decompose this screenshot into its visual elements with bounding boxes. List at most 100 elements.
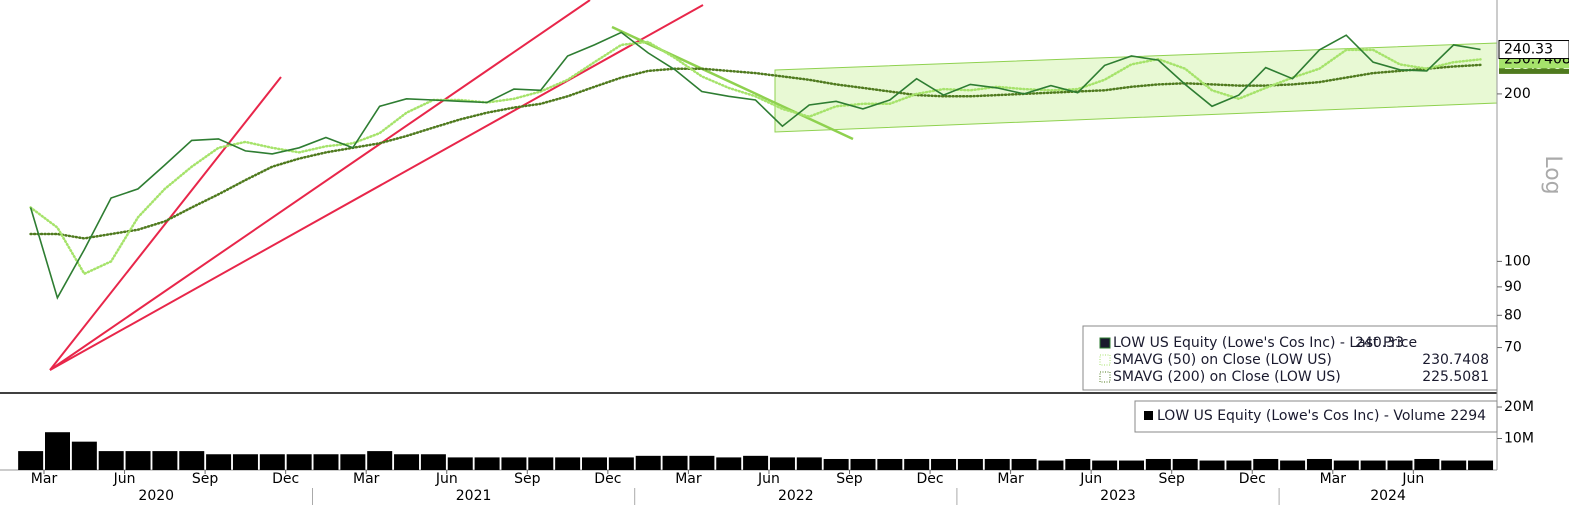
- x-tick-label: Jun: [1079, 471, 1102, 487]
- volume-bar: [1172, 458, 1198, 470]
- scale-label: Log: [1540, 155, 1565, 194]
- legend-label: SMAVG (200) on Close (LOW US): [1113, 369, 1341, 385]
- volume-bar: [984, 458, 1010, 470]
- y-tick-label: 200: [1504, 86, 1531, 102]
- volume-bar: [1038, 460, 1064, 470]
- volume-bar: [179, 451, 205, 470]
- volume-bar: [957, 458, 983, 470]
- legend-box: [1134, 400, 1498, 433]
- volume-bar: [474, 457, 500, 470]
- x-tick-label: Jun: [1401, 471, 1424, 487]
- legend-value: 230.7408: [1422, 352, 1489, 368]
- volume-bar: [582, 457, 607, 470]
- x-tick-label: Sep: [514, 471, 541, 487]
- volume-bar: [367, 451, 393, 470]
- trend-line: [49, 4, 704, 371]
- plot: [29, 31, 1482, 300]
- x-tick-label: Sep: [836, 471, 863, 487]
- year-label: 2022: [778, 488, 814, 504]
- volume-bar: [98, 451, 124, 470]
- x-tick-label: Dec: [917, 471, 944, 487]
- price-line: [29, 31, 1481, 300]
- volume-bar: [18, 451, 44, 470]
- volume-bar: [1011, 458, 1037, 470]
- x-tick-label: Mar: [675, 471, 702, 487]
- price-line: [29, 40, 1482, 276]
- volume-bar: [1226, 460, 1252, 470]
- volume-bar: [420, 454, 446, 470]
- volume-bar: [313, 454, 339, 470]
- year-label: 2021: [456, 488, 492, 504]
- volume-bar: [340, 454, 366, 470]
- x-tick-label: Dec: [1239, 471, 1266, 487]
- volume-bar: [1065, 458, 1091, 470]
- volume-bar: [71, 441, 97, 470]
- legend-label: LOW US Equity (Lowe's Cos Inc) - Volume 2…: [1157, 408, 1486, 424]
- price-line: [29, 63, 1482, 240]
- volume-bar: [1333, 460, 1359, 470]
- volume-bar: [447, 457, 473, 470]
- y-tick-label: 80: [1504, 307, 1522, 323]
- x-tick-label: Dec: [594, 471, 621, 487]
- volume-bar: [1468, 460, 1494, 470]
- volume-bar: [1145, 458, 1171, 470]
- volume-bar: [877, 458, 903, 470]
- legend-value: 2294: [1450, 408, 1486, 424]
- y-tick-label: 70: [1504, 340, 1522, 356]
- last-value-border: [1498, 40, 1569, 60]
- volume-bar: [769, 457, 795, 470]
- last-value-tag: [1499, 40, 1569, 59]
- volume-bar: [1280, 460, 1306, 470]
- x-tick-label: Jun: [113, 471, 136, 487]
- volume-bar: [555, 457, 581, 470]
- legend-value: 225.5081: [1422, 369, 1489, 385]
- x-tick-label: Mar: [31, 471, 58, 487]
- volume-bar: [823, 458, 849, 470]
- year-label: 2024: [1370, 488, 1406, 504]
- volume-bar: [1119, 460, 1144, 470]
- volume-bar: [152, 451, 178, 470]
- volume-bar: [1306, 458, 1332, 470]
- volume-bar: [716, 457, 742, 470]
- volume-bar: [1199, 460, 1225, 470]
- volume-bar: [689, 455, 715, 470]
- legend-swatch: [1099, 337, 1111, 349]
- volume-bar: [1360, 460, 1386, 470]
- volume-bar: [608, 457, 634, 470]
- x-tick-label: Sep: [1159, 471, 1186, 487]
- y-tick-label: 90: [1504, 279, 1522, 295]
- volume-bar: [931, 458, 957, 470]
- volume-bar: [501, 457, 527, 470]
- volume-bar: [125, 451, 151, 470]
- volume-bar: [850, 458, 876, 470]
- volume-bar: [206, 454, 232, 470]
- y-tick-label: 20M: [1504, 399, 1534, 415]
- legend-swatch: [1099, 354, 1111, 366]
- volume-bar: [1387, 460, 1413, 470]
- legend-text: LOW US Equity (Lowe's Cos Inc) - Volume: [1157, 408, 1445, 424]
- legend-swatch: [1099, 371, 1111, 383]
- y-tick-label: 10M: [1504, 431, 1534, 447]
- volume-bar: [1253, 458, 1279, 470]
- volume-bar: [1414, 458, 1440, 470]
- volume-bar: [1092, 460, 1118, 470]
- volume-bar: [743, 455, 769, 470]
- volume-bar: [232, 454, 258, 470]
- x-tick-label: Dec: [272, 471, 299, 487]
- volume-bar: [394, 454, 420, 470]
- volume-bar: [796, 457, 822, 470]
- x-tick-label: Jun: [757, 471, 780, 487]
- volume-bar: [904, 458, 930, 470]
- legend-label: LOW US Equity (Lowe's Cos Inc) - Last Pr…: [1113, 335, 1417, 351]
- volume-bar: [286, 454, 312, 470]
- volume-bar: [45, 432, 70, 470]
- last-value-label: 240.33: [1504, 42, 1553, 58]
- x-tick-label: Sep: [192, 471, 219, 487]
- year-label: 2023: [1100, 488, 1136, 504]
- volume-bar: [635, 455, 661, 470]
- x-tick-label: Mar: [1320, 471, 1347, 487]
- legend-box: [1082, 325, 1498, 391]
- trend-line: [49, 0, 591, 371]
- volume-bar: [662, 455, 688, 470]
